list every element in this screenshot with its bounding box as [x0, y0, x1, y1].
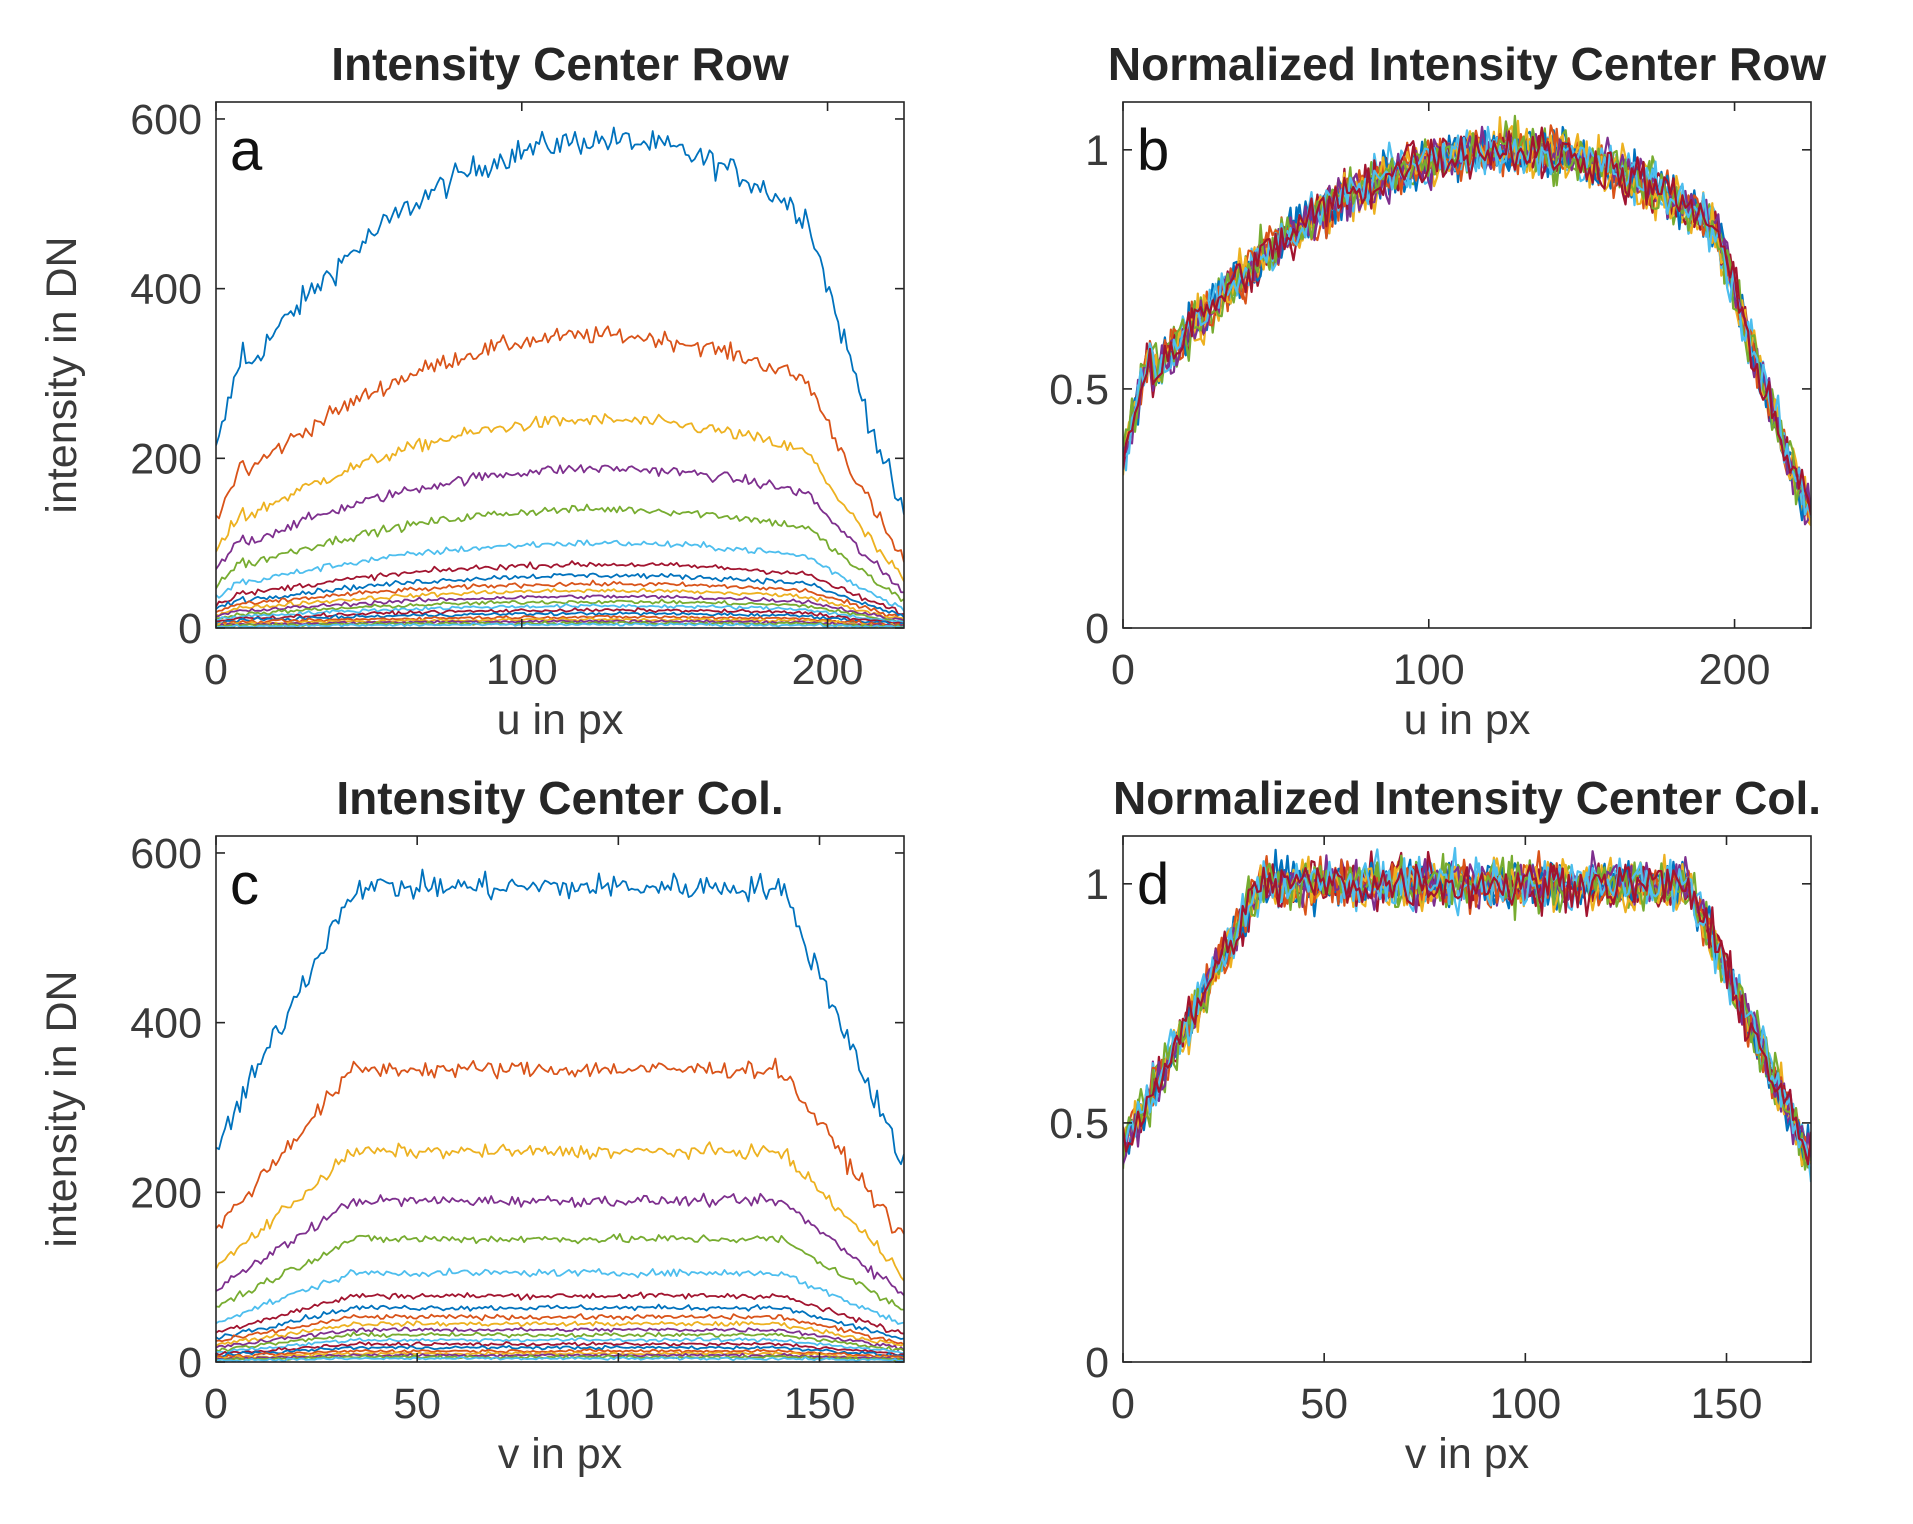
y-axis-label: intensity in DN — [38, 970, 86, 1247]
series-line-s4 — [216, 1192, 904, 1297]
series-group — [1123, 846, 1811, 1183]
panel-c: 0 50 100 150 0 200 400 600 Intensity Center Col.… — [38, 772, 905, 1478]
series-group — [216, 868, 904, 1362]
axes-frame — [1122, 835, 1812, 1363]
plot-area — [1123, 102, 1811, 628]
chart-title: Intensity Center Row — [331, 38, 789, 90]
series-line-s20 — [216, 1356, 904, 1362]
series-line-s3 — [216, 1141, 904, 1282]
y-axis-label: intensity in DN — [38, 236, 86, 513]
x-tick-label: 50 — [1300, 1380, 1348, 1428]
x-tick-label: 0 — [204, 646, 228, 694]
series-line-s12 — [216, 1331, 904, 1353]
series-line-s2 — [216, 325, 904, 563]
series-line-s8 — [216, 1303, 904, 1341]
series-line-s13 — [1123, 857, 1811, 1183]
x-tick-label: 100 — [1489, 1380, 1561, 1428]
axes-frame — [1122, 101, 1812, 629]
chart-title: Normalized Intensity Center Row — [1108, 38, 1826, 90]
y-tick-label: 0 — [178, 605, 202, 653]
series-line-s1 — [216, 868, 904, 1166]
series-line-s11 — [1123, 125, 1811, 518]
series-line-s2 — [216, 1057, 904, 1235]
x-axis-label: v in px — [498, 1430, 623, 1478]
series-line-s9 — [216, 1313, 904, 1346]
series-group — [216, 126, 904, 628]
y-tick-label: 600 — [130, 96, 202, 144]
panel-b: 0 100 200 0 0.5 1 Normalized Intensity Center … — [1049, 38, 1826, 744]
x-axis-label: v in px — [1405, 1430, 1530, 1478]
series-line-s6 — [216, 1267, 904, 1325]
chart-title: Normalized Intensity Center Col. — [1113, 772, 1821, 824]
series-line-s18 — [216, 1352, 904, 1361]
x-tick-label: 0 — [204, 1380, 228, 1428]
series-line-s7 — [216, 560, 904, 615]
panel-a: 0 100 200 0 200 400 600 Intensity Center Row u i… — [38, 38, 905, 744]
x-tick-label: 0 — [1111, 646, 1135, 694]
x-tick-label: 200 — [1699, 646, 1771, 694]
y-tick-label: 1 — [1085, 127, 1109, 175]
x-tick-label: 150 — [1691, 1380, 1763, 1428]
y-tick-label: 200 — [130, 1169, 202, 1217]
plot-area — [216, 102, 904, 628]
chart-title: Intensity Center Col. — [336, 772, 783, 824]
series-line-s10 — [216, 1320, 904, 1347]
series-line-s14 — [1123, 126, 1811, 516]
series-line-s1 — [216, 126, 904, 515]
series-line-s20 — [216, 622, 904, 628]
x-tick-label: 0 — [1111, 1380, 1135, 1428]
panel-letter: c — [230, 852, 259, 917]
series-line-s16 — [216, 1348, 904, 1360]
series-line-s10 — [216, 587, 904, 620]
series-line-s14 — [216, 1341, 904, 1357]
series-line-s15 — [216, 1344, 904, 1358]
series-line-s11 — [216, 1326, 904, 1352]
y-tick-label: 400 — [130, 266, 202, 314]
series-line-s5 — [216, 1233, 904, 1311]
series-line-s8 — [216, 572, 904, 618]
x-axis-label: u in px — [1404, 696, 1531, 744]
series-line-s3 — [216, 413, 904, 582]
panel-letter: d — [1137, 852, 1169, 917]
x-tick-label: 150 — [784, 1380, 856, 1428]
y-tick-label: 1 — [1085, 861, 1109, 909]
series-line-s12 — [216, 598, 904, 624]
y-tick-label: 0.5 — [1049, 1100, 1109, 1148]
x-tick-label: 200 — [792, 646, 864, 694]
series-line-s14 — [1123, 862, 1811, 1166]
panel-letter: a — [230, 118, 263, 183]
series-line-s15 — [216, 611, 904, 626]
series-line-s5 — [216, 503, 904, 602]
panel-letter: b — [1137, 118, 1169, 183]
y-tick-label: 200 — [130, 435, 202, 483]
series-line-s7 — [216, 1291, 904, 1335]
series-line-s17 — [216, 616, 904, 628]
x-tick-label: 100 — [1393, 646, 1465, 694]
series-line-s9 — [216, 579, 904, 620]
y-tick-label: 0 — [1085, 1339, 1109, 1387]
series-line-s13 — [216, 603, 904, 624]
series-line-s14 — [216, 607, 904, 625]
series-line-s13 — [216, 1337, 904, 1354]
series-line-s13 — [1123, 125, 1811, 518]
axes-frame — [215, 835, 905, 1363]
y-tick-label: 0 — [178, 1339, 202, 1387]
x-tick-label: 50 — [393, 1380, 441, 1428]
y-tick-label: 0.5 — [1049, 366, 1109, 414]
series-line-s6 — [216, 539, 904, 612]
x-tick-label: 100 — [582, 1380, 654, 1428]
y-tick-label: 600 — [130, 830, 202, 878]
x-axis-label: u in px — [497, 696, 624, 744]
axes-frame — [215, 101, 905, 629]
x-tick-label: 100 — [486, 646, 558, 694]
series-line-s12 — [1123, 854, 1811, 1171]
series-group — [1123, 114, 1811, 527]
series-line-s4 — [216, 464, 904, 594]
series-line-s11 — [216, 594, 904, 622]
series-line-s16 — [216, 614, 904, 627]
y-tick-label: 400 — [130, 1000, 202, 1048]
y-tick-label: 0 — [1085, 605, 1109, 653]
